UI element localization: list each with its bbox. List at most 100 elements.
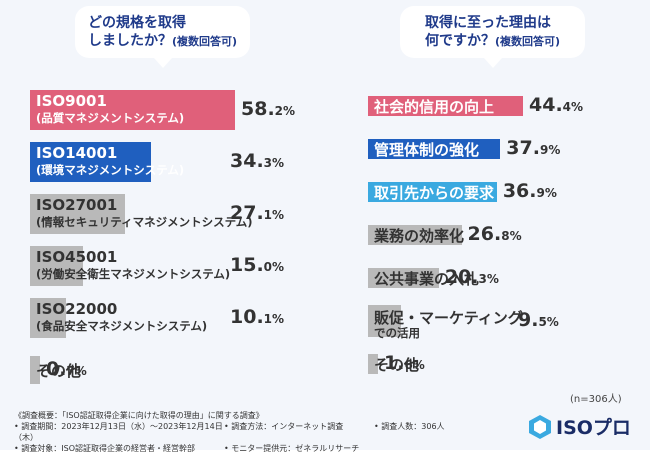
left-bar [30, 194, 126, 234]
right-bar-row: 販促・マーケティング での活用 9.5% [368, 305, 638, 340]
left-question-bubble: どの規格を取得 しましたか？(複数回答可) [75, 6, 250, 58]
right-question-bubble: 取得に至った理由は 何ですか？(複数回答可) [400, 6, 585, 58]
right-bar-value-dec: 6% [404, 358, 425, 372]
left-bar-sublabel: (食品安全マネジメントシステム) [36, 319, 208, 333]
left-bar-value: 58.2% [241, 98, 295, 120]
right-bar-value-dec: 8% [501, 229, 522, 243]
survey-title: 《調査概要：「ISO認証取得企業に向けた取得の理由」に関する調査》 [14, 411, 264, 420]
left-bar-row: ISO9001 (品質マネジメントシステム) 58.2% [30, 90, 320, 130]
left-bar-value-int: 0. [46, 358, 67, 380]
left-bar-sublabel: (情報セキュリティマネジメントシステム) [36, 215, 253, 229]
right-bar-label: 公共事業の入札 [374, 270, 480, 288]
right-bar-row: 公共事業の入札 20.3% [368, 262, 638, 294]
left-bar-sublabel: (労働安全衛生マネジメントシステム) [36, 267, 231, 281]
right-bar-value: 37.9% [506, 137, 560, 159]
right-bar-value-dec: 4% [562, 100, 584, 114]
right-bar-value-int: 1. [384, 352, 405, 374]
left-bar [30, 356, 40, 384]
left-bar-value-dec: 7% [66, 364, 87, 378]
left-bar-value: 27.1% [230, 202, 284, 224]
right-bar-value-int: 20. [444, 266, 479, 288]
right-bar-label: 取引先からの要求 [374, 184, 495, 202]
right-bar-sublabel: での活用 [374, 326, 420, 340]
left-bar-value-dec: 1% [263, 312, 285, 326]
left-bar-sublabel: (環境マネジメントシステム) [36, 163, 185, 177]
left-bar-row: ISO27001 (情報セキュリティマネジメントシステム) 27.1% [30, 194, 320, 234]
right-question-note: (複数回答可) [494, 34, 561, 48]
survey-count: • 調査人数：306人 [374, 422, 445, 431]
isopro-logo: ISOプロ [528, 413, 631, 440]
right-bar-value-int: 26. [467, 223, 502, 245]
right-bar-value-dec: 9% [539, 143, 561, 157]
right-bar-value: 9.5% [518, 309, 559, 331]
standards-bar-chart: ISO9001 (品質マネジメントシステム) 58.2% ISO14001 (環境マネジ… [30, 90, 320, 390]
left-bar-value-int: 15. [230, 254, 264, 276]
right-bar [368, 354, 378, 374]
right-bar-label: 業務の効率化 [374, 227, 465, 245]
logo-text: ISOプロ [556, 417, 631, 439]
left-bar-label: ISO9001 [36, 92, 107, 110]
left-bar-value: 10.1% [230, 306, 284, 328]
right-bar [368, 96, 523, 116]
right-bar-row: その他 1.6% [368, 348, 638, 380]
left-bar-value-dec: 2% [274, 104, 296, 118]
left-bar [30, 246, 83, 286]
hexagon-logo-icon [529, 414, 551, 439]
left-question-note: (複数回答可) [171, 34, 238, 48]
left-bar-value-int: 10. [230, 306, 264, 328]
left-bar [30, 90, 235, 130]
right-bar-label: その他 [374, 356, 420, 374]
left-bar-label: ISO14001 [36, 144, 118, 162]
right-bar-value: 44.4% [529, 94, 583, 116]
left-bar-label: ISO22000 [36, 300, 118, 318]
right-bar [368, 268, 439, 288]
left-bar-value-dec: 0% [263, 260, 285, 274]
left-bar-value: 34.3% [230, 150, 284, 172]
right-bar-value-int: 37. [506, 137, 540, 159]
left-bubble-tail [154, 58, 172, 68]
left-bar-row: ISO45001 (労働安全衛生マネジメントシステム) 15.0% [30, 246, 320, 286]
left-bar-value-int: 34. [230, 150, 264, 172]
right-bar-row: 管理体制の強化 37.9% [368, 133, 638, 165]
right-bar [368, 305, 402, 337]
right-bar-label: 社会的信用の向上 [374, 98, 495, 116]
left-bar-label: ISO45001 [36, 248, 118, 266]
left-bar-value-int: 27. [230, 202, 264, 224]
right-bar-value: 26.8% [468, 223, 522, 245]
left-bar [30, 298, 66, 338]
right-bar-row: 社会的信用の向上 44.4% [368, 90, 638, 122]
right-bar [368, 139, 501, 159]
right-bar-value-int: 44. [529, 94, 563, 116]
left-bar-sublabel: (品質マネジメントシステム) [36, 111, 185, 125]
left-bar-label: ISO27001 [36, 196, 118, 214]
survey-notes: 《調査概要：「ISO認証取得企業に向けた取得の理由」に関する調査》 • 調査期間… [14, 410, 445, 454]
right-bar [368, 182, 497, 202]
right-bar-value-dec: 3% [478, 272, 499, 286]
right-bar-row: 取引先からの要求 36.9% [368, 176, 638, 208]
survey-period: • 調査期間：2023年12月13日（水）～2023年12月14日（木） [14, 422, 223, 442]
left-bar-value: 0.7% [46, 358, 87, 380]
right-question-line2: 何ですか？ [424, 32, 495, 49]
left-question-line1: どの規格を取得 [87, 14, 186, 31]
right-question-line1: 取得に至った理由は [424, 14, 551, 31]
left-bar-value-dec: 1% [263, 208, 285, 222]
left-bar-row: ISO22000 (食品安全マネジメントシステム) 10.1% [30, 298, 320, 338]
right-bar-value-int: 9. [518, 309, 539, 331]
left-bar-label: その他 [36, 362, 82, 380]
left-bar-value-int: 58. [241, 98, 275, 120]
survey-method: • 調査方法：インターネット調査 [224, 422, 344, 431]
left-bar-row: ISO14001 (環境マネジメントシステム) 34.3% [30, 142, 320, 182]
right-bar-value-dec: 5% [538, 315, 559, 329]
left-bar-value: 15.0% [230, 254, 284, 276]
right-bar-row: 業務の効率化 26.8% [368, 219, 638, 251]
sample-size-note: (n=306人) [570, 394, 622, 405]
left-question-line2: しましたか？ [87, 32, 172, 49]
right-bar-value: 20.3% [445, 266, 499, 288]
right-bar-value-int: 36. [502, 180, 537, 202]
left-bar-value-dec: 3% [263, 156, 285, 170]
right-bar-label: 管理体制の強化 [374, 141, 480, 159]
left-bar [30, 142, 151, 182]
right-bar-value: 36.9% [503, 180, 557, 202]
left-bar-row: その他 0.7% [30, 350, 320, 390]
